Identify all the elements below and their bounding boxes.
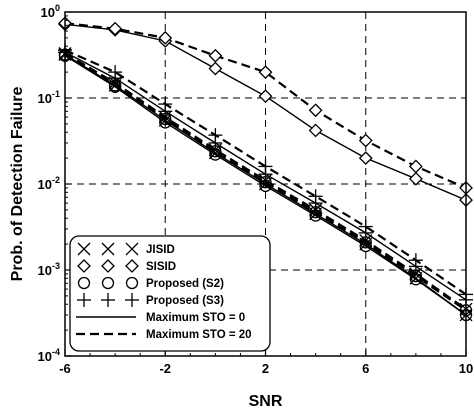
data-point-sisid-sto20 [308, 103, 323, 118]
legend-marker-circle [101, 276, 115, 290]
data-point-proposed-s3-sto20 [358, 219, 373, 234]
x-axis-title: SNR [249, 393, 283, 410]
y-tick-label-base: 10 [38, 349, 52, 364]
legend-line-label-1: Maximum STO = 20 [146, 329, 252, 341]
y-tick-label-base: 10 [38, 177, 52, 192]
ticks [64, 15, 467, 357]
y-tick-label-base: 10 [41, 5, 55, 20]
x-tick-labels: -6 -2 2 6 10 [59, 361, 473, 376]
legend-label-3: Proposed (S3) [146, 295, 224, 307]
y-tick-label-exponent: -4 [52, 347, 60, 357]
data-point-proposed-s2-sto0 [359, 239, 372, 253]
y-tick-label-0: 100 [41, 3, 60, 20]
legend-marker-circle [77, 276, 91, 290]
legend: JISID SISID Proposed (S2) Proposed (S3) Maxi… [69, 235, 271, 352]
data-point-sisid-sto0 [258, 89, 273, 104]
legend-marker-diamond [77, 259, 91, 273]
legend-label-0: JISID [146, 244, 175, 256]
legend-marker-x [101, 242, 115, 256]
data-point-jisid-sto0 [309, 207, 323, 221]
data-point-proposed-s3-sto20 [308, 189, 323, 204]
data-point-proposed-s3-sto20 [408, 253, 423, 268]
series-line-proposed-s2-sto20 [64, 53, 467, 312]
x-tick-label-4: 10 [459, 361, 473, 376]
legend-box [69, 235, 271, 352]
data-point-sisid-sto0 [208, 61, 223, 76]
series-line-sisid-sto20 [64, 22, 467, 189]
data-point-proposed-s3-sto20 [258, 159, 273, 174]
data-point-sisid-sto0 [358, 151, 373, 166]
data-point-sisid-sto20 [358, 133, 373, 148]
series-line-proposed-s2-sto0 [64, 55, 467, 316]
y-tick-label-exponent: 0 [55, 3, 60, 13]
data-point-proposed-s3-sto20 [158, 97, 173, 112]
y-tick-label-4: 10-4 [38, 347, 60, 364]
legend-marker-plus [77, 293, 91, 307]
legend-label-1: SISID [146, 261, 176, 273]
legend-marker-diamond [101, 259, 115, 273]
y-tick-label-exponent: -2 [52, 175, 60, 185]
legend-marker-x [77, 242, 91, 256]
legend-marker-circle [125, 276, 139, 290]
data-point-sisid-sto20 [258, 65, 273, 80]
data-point-proposed-s3-sto20 [208, 128, 223, 143]
legend-marker-diamond [125, 259, 139, 273]
series-line-jisid-sto20 [64, 52, 467, 311]
data-point-sisid-sto0 [308, 123, 323, 138]
data-point-sisid-sto0 [408, 171, 423, 186]
y-tick-label-base: 10 [38, 91, 52, 106]
legend-marker-x [125, 242, 139, 256]
data-point-sisid-sto20 [208, 48, 223, 63]
y-tick-label-base: 10 [38, 263, 52, 278]
y-tick-label-2: 10-2 [38, 175, 60, 192]
data-point-sisid-sto20 [408, 159, 423, 174]
legend-marker-plus [101, 293, 115, 307]
x-tick-label-3: 6 [362, 361, 369, 376]
data-point-jisid-sto0 [259, 177, 272, 191]
y-tick-label-1: 10-1 [38, 89, 60, 106]
data-point-jisid-sto0 [158, 113, 172, 127]
data-point-jisid-sto0 [359, 237, 373, 251]
x-tick-label-0: -6 [59, 361, 71, 376]
legend-label-2: Proposed (S2) [146, 278, 224, 290]
y-tick-label-exponent: -3 [52, 261, 60, 271]
data-point-proposed-s2-sto0 [409, 273, 423, 286]
data-point-sisid-sto20 [108, 21, 123, 36]
x-tick-label-1: -2 [159, 361, 171, 376]
data-point-sisid-sto20 [158, 30, 173, 45]
y-axis-title: Prob. of Detection Failure [9, 87, 26, 282]
legend-marker-plus [125, 293, 139, 307]
legend-line-label-0: Maximum STO = 0 [146, 312, 245, 324]
data-point-proposed-s3-sto20 [108, 65, 123, 80]
data-point-jisid-sto0 [208, 146, 222, 160]
y-tick-label-exponent: -1 [52, 89, 60, 99]
y-tick-label-3: 10-3 [38, 261, 60, 278]
x-tick-label-2: 2 [262, 361, 269, 376]
